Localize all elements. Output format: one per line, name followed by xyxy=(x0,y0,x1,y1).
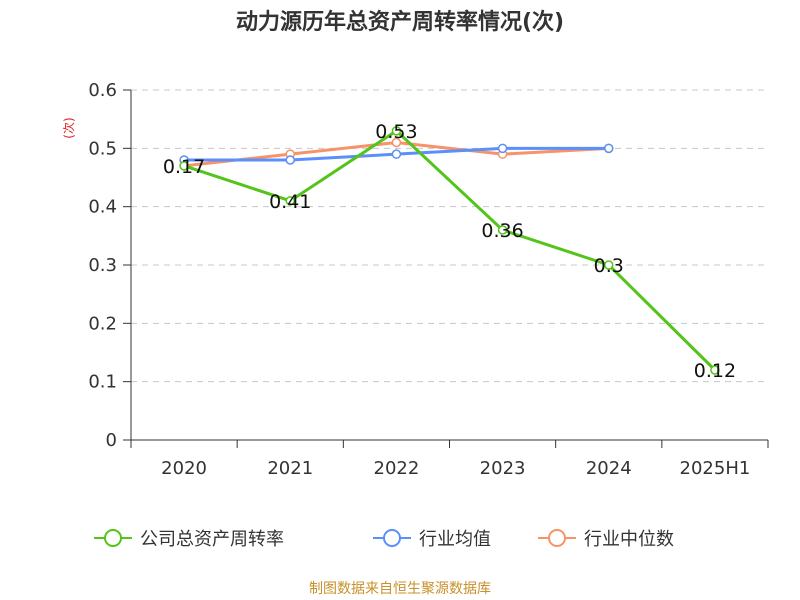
series-point xyxy=(391,126,402,136)
series-line xyxy=(183,129,716,372)
series-point xyxy=(497,143,508,154)
y-tick-label: 0 xyxy=(106,430,117,451)
gridlines xyxy=(131,89,768,383)
y-tick-label: 0.2 xyxy=(88,313,117,334)
data-label: 0.41 xyxy=(269,191,311,213)
series-point xyxy=(285,196,295,206)
legend-label: 行业中位数 xyxy=(584,529,674,550)
y-axis-label: (次) xyxy=(62,117,76,138)
legend-marker-circle xyxy=(104,529,122,547)
series-point xyxy=(285,155,295,165)
y-tick-label: 0.5 xyxy=(88,138,117,159)
legend-label: 行业均值 xyxy=(419,529,491,550)
series-point xyxy=(710,365,720,375)
legend[interactable]: 公司总资产周转率 行业均值 行业中位数 xyxy=(94,529,674,550)
series-point xyxy=(604,260,614,270)
x-tick-label: 2022 xyxy=(374,458,420,479)
data-label: 0.3 xyxy=(594,255,624,277)
legend-marker-circle xyxy=(548,529,566,547)
series-point xyxy=(604,143,614,154)
data-label: 0.17 xyxy=(163,156,205,178)
y-tick-label: 0.4 xyxy=(88,197,117,218)
x-tick-label: 2024 xyxy=(586,458,632,479)
series-point xyxy=(391,149,402,159)
x-tick-label: 2025H1 xyxy=(680,458,751,479)
series-point xyxy=(391,137,402,148)
legend-marker-circle xyxy=(383,529,401,547)
data-label: 0.36 xyxy=(481,220,523,242)
series-point xyxy=(179,161,189,171)
y-tick-label: 0.1 xyxy=(88,372,117,393)
data-label: 0.53 xyxy=(375,121,417,143)
legend-label: 公司总资产周转率 xyxy=(140,529,284,550)
x-tick-label: 2023 xyxy=(480,458,526,479)
axes: 0 0.1 0.2 0.3 0.4 0.5 0.6 2020 2021 2022 2023 2024 2… xyxy=(62,80,769,479)
x-tick-label: 2020 xyxy=(161,458,207,479)
data-label: 0.12 xyxy=(694,360,736,382)
series-point xyxy=(497,225,508,235)
chart-title: 动力源历年总资产周转率情况(次) xyxy=(235,10,565,35)
y-tick-label: 0.6 xyxy=(88,80,117,101)
data-labels: 0.17 0.41 0.53 0.36 0.3 0.12 xyxy=(163,121,736,382)
y-tick-label: 0.3 xyxy=(88,255,117,276)
series-layer xyxy=(179,126,720,375)
source-note: 制图数据来自恒生聚源数据库 xyxy=(309,581,491,597)
x-tick-label: 2021 xyxy=(267,458,313,479)
